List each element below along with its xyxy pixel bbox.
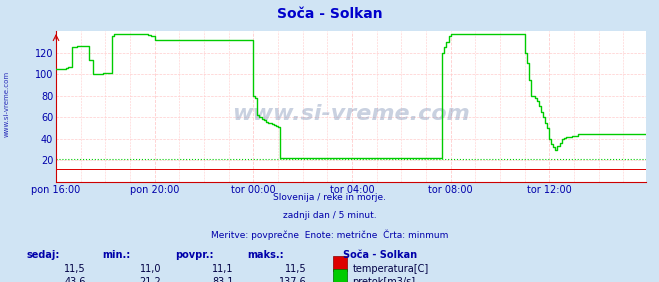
- Text: 83,1: 83,1: [212, 277, 234, 282]
- Text: pretok[m3/s]: pretok[m3/s]: [353, 277, 416, 282]
- Text: min.:: min.:: [102, 250, 130, 259]
- Text: Soča - Solkan: Soča - Solkan: [343, 250, 416, 259]
- Text: povpr.:: povpr.:: [175, 250, 213, 259]
- Text: temperatura[C]: temperatura[C]: [353, 264, 429, 274]
- Text: Meritve: povprečne  Enote: metrične  Črta: minmum: Meritve: povprečne Enote: metrične Črta:…: [211, 230, 448, 240]
- Text: Soča - Solkan: Soča - Solkan: [277, 7, 382, 21]
- Text: zadnji dan / 5 minut.: zadnji dan / 5 minut.: [283, 212, 376, 221]
- Text: 21,2: 21,2: [140, 277, 161, 282]
- Text: maks.:: maks.:: [247, 250, 284, 259]
- Text: 11,0: 11,0: [140, 264, 161, 274]
- Text: 137,6: 137,6: [279, 277, 306, 282]
- Text: 11,5: 11,5: [64, 264, 86, 274]
- Text: www.si-vreme.com: www.si-vreme.com: [3, 71, 9, 137]
- Text: 11,5: 11,5: [285, 264, 306, 274]
- Text: 11,1: 11,1: [212, 264, 234, 274]
- Text: 43,6: 43,6: [64, 277, 86, 282]
- Text: www.si-vreme.com: www.si-vreme.com: [232, 104, 470, 124]
- Text: sedaj:: sedaj:: [26, 250, 60, 259]
- Text: Slovenija / reke in morje.: Slovenija / reke in morje.: [273, 193, 386, 202]
